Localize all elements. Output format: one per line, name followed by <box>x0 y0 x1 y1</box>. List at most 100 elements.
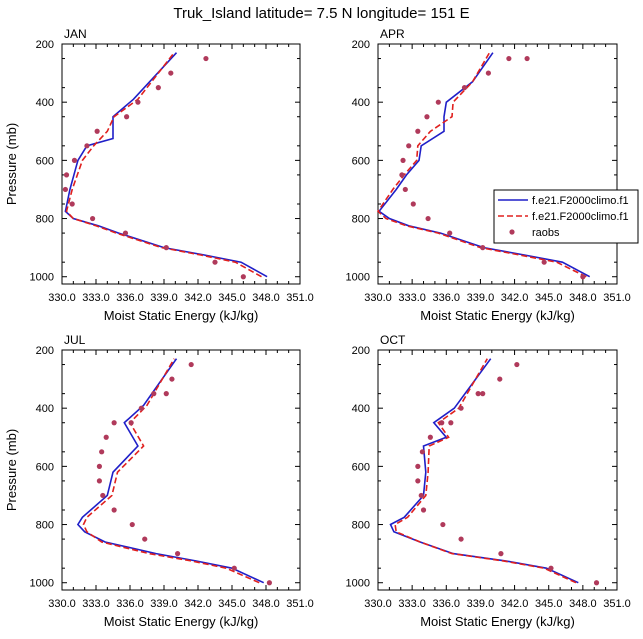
raobs-point <box>498 551 504 557</box>
x-tick-label: 351.0 <box>603 598 631 610</box>
raobs-point <box>424 114 430 120</box>
model-line-solid <box>64 52 268 278</box>
x-tick-label: 330.0 <box>48 598 76 610</box>
raobs-point <box>103 434 109 440</box>
x-tick-label: 351.0 <box>286 292 314 304</box>
raobs-point <box>410 201 416 207</box>
raobs-point <box>155 85 161 91</box>
raobs-point <box>163 245 169 251</box>
raobs-point <box>548 565 554 571</box>
raobs-point <box>415 463 421 469</box>
y-tick-label: 1000 <box>346 578 370 590</box>
y-tick-label: 200 <box>36 345 54 357</box>
raobs-point <box>406 143 412 149</box>
y-tick-label: 400 <box>36 97 54 109</box>
raobs-point <box>90 215 96 222</box>
x-tick-label: 348.0 <box>252 292 280 304</box>
y-tick-label: 600 <box>36 461 54 473</box>
y-tick-label: 600 <box>352 461 370 473</box>
x-axis-label: Moist Static Energy (kJ/kg) <box>420 308 575 323</box>
raobs-point <box>415 128 421 134</box>
panel-title: JUL <box>64 333 86 347</box>
raobs-point <box>399 172 405 178</box>
raobs-point <box>425 215 431 222</box>
y-tick-label: 800 <box>352 214 370 226</box>
raobs-point <box>63 172 70 178</box>
panel-apr: 330.0 333.0 336.0 339.0 342.0 345.0 348.0 351.0… <box>346 27 631 323</box>
raobs-point <box>480 245 486 251</box>
panel-title: OCT <box>380 333 406 347</box>
raobs-point <box>129 521 135 528</box>
raobs-point <box>415 478 421 484</box>
panel-jan: 330.0 333.0 336.0 339.0 342.0 345.0 348.0 351.0… <box>4 27 314 323</box>
x-tick-label: 333.0 <box>398 292 426 304</box>
legend-dot <box>509 229 515 235</box>
raobs-point <box>458 536 464 542</box>
x-tick-label: 342.0 <box>501 598 529 610</box>
raobs-point <box>402 186 408 193</box>
x-tick-label: 333.0 <box>398 598 426 610</box>
legend-label: f.e21.F2000climo.f1 <box>532 211 629 223</box>
raobs-point <box>231 565 237 571</box>
raobs-point <box>439 420 445 426</box>
raobs-point <box>128 420 134 426</box>
raobs-point <box>212 259 218 265</box>
y-tick-label: 800 <box>36 520 54 532</box>
x-tick-label: 336.0 <box>433 598 461 610</box>
raobs-point <box>84 143 90 149</box>
y-axis-label: Pressure (mb) <box>4 123 19 205</box>
raobs-point <box>99 449 105 455</box>
figure-title: Truk_Island latitude= 7.5 N longitude= 1… <box>173 5 469 22</box>
raobs-point <box>458 405 464 411</box>
y-axis-label: Pressure (mb) <box>4 429 19 511</box>
x-tick-label: 336.0 <box>116 598 144 610</box>
raobs-point <box>122 230 129 236</box>
model-line-dashed <box>65 52 262 278</box>
x-tick-label: 339.0 <box>467 598 495 610</box>
x-tick-label: 345.0 <box>535 598 563 610</box>
panel-jul: 330.0 333.0 336.0 339.0 342.0 345.0 348.0 351.0… <box>4 333 314 629</box>
y-tick-label: 800 <box>36 214 54 226</box>
panel-oct: 330.0 333.0 336.0 339.0 342.0 345.0 348.0 351.0… <box>346 333 631 629</box>
x-tick-label: 333.0 <box>82 292 110 304</box>
raobs-point <box>111 420 117 426</box>
raobs-point <box>580 274 586 280</box>
raobs-point <box>240 274 246 280</box>
x-tick-label: 330.0 <box>364 598 392 610</box>
raobs-point <box>419 449 425 455</box>
x-tick-label: 342.0 <box>184 292 212 304</box>
x-tick-label: 333.0 <box>82 598 110 610</box>
y-tick-label: 600 <box>352 155 370 167</box>
raobs-point <box>169 376 175 382</box>
raobs-point <box>480 391 486 397</box>
raobs-point <box>96 478 102 484</box>
raobs-point <box>427 434 433 440</box>
raobs-point <box>485 70 491 76</box>
y-tick-label: 200 <box>352 345 370 357</box>
raobs-point <box>111 507 117 513</box>
raobs-point <box>135 99 141 105</box>
raobs-point <box>71 157 78 163</box>
raobs-point <box>151 391 157 397</box>
y-tick-label: 400 <box>352 97 370 109</box>
raobs-point <box>175 551 181 557</box>
x-tick-label: 342.0 <box>501 292 529 304</box>
raobs-point <box>62 186 68 193</box>
y-tick-label: 200 <box>36 39 54 51</box>
model-line-dashed <box>376 52 587 278</box>
x-tick-label: 336.0 <box>433 292 461 304</box>
raobs-point <box>497 376 503 382</box>
raobs-point <box>168 70 174 76</box>
model-line-dashed <box>394 358 577 584</box>
x-axis-label: Moist Static Energy (kJ/kg) <box>104 308 259 323</box>
raobs-point <box>142 536 148 542</box>
raobs-point <box>541 259 547 265</box>
plot-frame <box>377 43 618 285</box>
raobs-point <box>420 507 427 513</box>
raobs-point <box>400 157 406 163</box>
raobs-point <box>124 114 130 120</box>
x-axis-label: Moist Static Energy (kJ/kg) <box>104 614 259 629</box>
raobs-point <box>100 492 106 499</box>
raobs-point <box>506 55 512 62</box>
legend-label: raobs <box>532 227 560 239</box>
